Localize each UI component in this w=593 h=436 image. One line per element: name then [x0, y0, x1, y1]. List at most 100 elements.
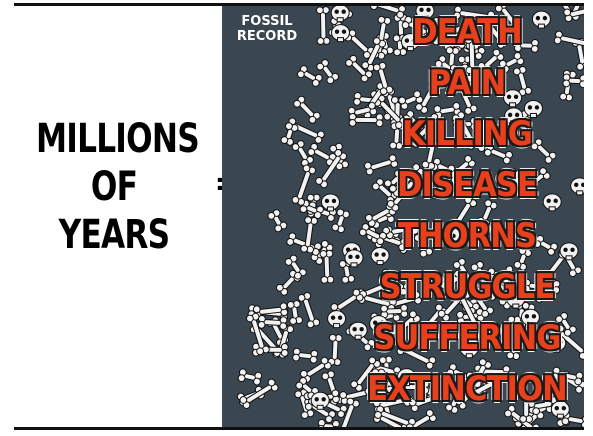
- bone-icon: [522, 278, 561, 294]
- word-disease: DISEASE: [396, 165, 538, 205]
- bone-icon: [563, 6, 584, 23]
- bone-icon: [421, 128, 443, 170]
- skull-icon: [327, 310, 347, 329]
- bone-icon: [307, 142, 337, 167]
- word-extinction: EXTINCTION: [367, 369, 568, 409]
- bone-icon: [453, 289, 483, 331]
- bone-icon: [439, 269, 466, 294]
- bone-icon: [267, 209, 288, 233]
- bone-icon: [291, 140, 314, 167]
- skull-icon: [542, 193, 562, 212]
- bone-icon: [239, 378, 279, 409]
- bone-icon: [474, 364, 511, 379]
- bone-icon: [504, 167, 536, 200]
- bone-icon: [257, 314, 288, 331]
- bone-icon: [317, 418, 340, 427]
- bone-icon: [284, 254, 307, 280]
- bone-icon: [506, 315, 522, 343]
- skull-icon: [547, 334, 567, 353]
- bone-icon: [530, 138, 557, 164]
- bottom-border: [14, 427, 584, 430]
- bone-icon: [291, 164, 317, 206]
- bone-icon: [433, 102, 462, 119]
- bone-icon: [449, 72, 478, 115]
- bone-icon: [446, 363, 474, 385]
- skull-icon: [310, 391, 330, 410]
- bone-icon: [297, 292, 321, 329]
- bone-icon: [338, 397, 360, 427]
- bone-icon: [553, 30, 584, 48]
- bone-icon: [361, 37, 387, 72]
- skull-icon: [504, 107, 524, 126]
- bone-icon: [477, 48, 505, 75]
- suffering-word-list: DEATH PAIN KILLING DISEASE THORNS STRUGG…: [222, 6, 584, 427]
- bone-icon: [358, 223, 387, 246]
- bone-icon: [408, 387, 450, 413]
- skull-icon: [400, 33, 420, 52]
- bone-icon: [299, 199, 324, 219]
- bone-icon: [407, 113, 443, 148]
- fossil-record-label: FOSSIL RECORD: [230, 14, 304, 44]
- top-border: [14, 3, 584, 6]
- bone-icon: [477, 129, 492, 152]
- bone-icon: [533, 234, 558, 256]
- bone-icon: [237, 368, 263, 386]
- heading-line-millions: MILLIONS: [36, 116, 200, 162]
- word-pain: PAIN: [428, 63, 507, 103]
- bone-icon: [453, 6, 495, 25]
- bone-icon: [315, 6, 331, 45]
- fossil-label-line-2: RECORD: [236, 29, 298, 44]
- bone-icon: [396, 341, 437, 370]
- bone-icon: [434, 55, 458, 77]
- bone-icon: [445, 388, 465, 414]
- bone-icon: [415, 79, 442, 114]
- word-killing: KILLING: [402, 114, 533, 154]
- bone-icon: [401, 15, 434, 41]
- bone-icon: [293, 95, 321, 124]
- skull-icon: [570, 177, 584, 196]
- word-death: DEATH: [412, 12, 523, 52]
- bone-icon: [432, 14, 457, 51]
- heading-line-of: OF: [90, 164, 138, 210]
- bone-icon: [388, 163, 425, 197]
- bone-icon: [370, 6, 406, 19]
- skull-icon: [459, 340, 479, 359]
- bone-icon: [551, 366, 584, 386]
- bone-icon: [428, 176, 461, 200]
- word-struggle: STRUGGLE: [379, 267, 556, 307]
- bone-icon: [451, 25, 470, 49]
- skull-icon: [520, 308, 540, 327]
- bone-icon: [295, 377, 319, 400]
- bone-icon: [451, 111, 481, 150]
- skull-icon: [344, 249, 364, 268]
- bone-icon: [386, 379, 430, 395]
- bone-icon: [513, 38, 539, 53]
- skull-icon: [523, 99, 543, 118]
- bone-icon: [519, 392, 534, 423]
- bone-icon: [300, 216, 318, 254]
- word-thorns: THORNS: [397, 216, 537, 256]
- skull-icon: [503, 89, 523, 108]
- bone-icon: [292, 347, 319, 364]
- bone-icon: [388, 310, 421, 341]
- skull-icon: [370, 247, 390, 266]
- bone-icon: [398, 90, 424, 110]
- skull-icon: [550, 400, 570, 419]
- fossil-label-line-1: FOSSIL: [241, 14, 293, 29]
- skull-icon: [397, 368, 417, 387]
- bone-icon: [331, 208, 350, 234]
- skull-icon: [348, 321, 368, 340]
- bone-icon: [487, 265, 515, 282]
- skull-icon: [415, 6, 435, 21]
- bone-icon: [374, 405, 416, 427]
- skull-icon: [531, 10, 551, 29]
- skull-icon: [369, 315, 389, 334]
- bone-icon: [555, 312, 577, 337]
- fossil-record-panel: FOSSIL RECORD DEATH PAIN KILLING DISEASE…: [222, 6, 584, 427]
- skull-icon: [506, 290, 526, 309]
- word-suffering: SUFFERING: [373, 318, 561, 358]
- bone-icon: [315, 149, 348, 189]
- bone-icon: [348, 112, 384, 128]
- heading-line-years: YEARS: [58, 212, 170, 258]
- bone-icon: [513, 247, 532, 271]
